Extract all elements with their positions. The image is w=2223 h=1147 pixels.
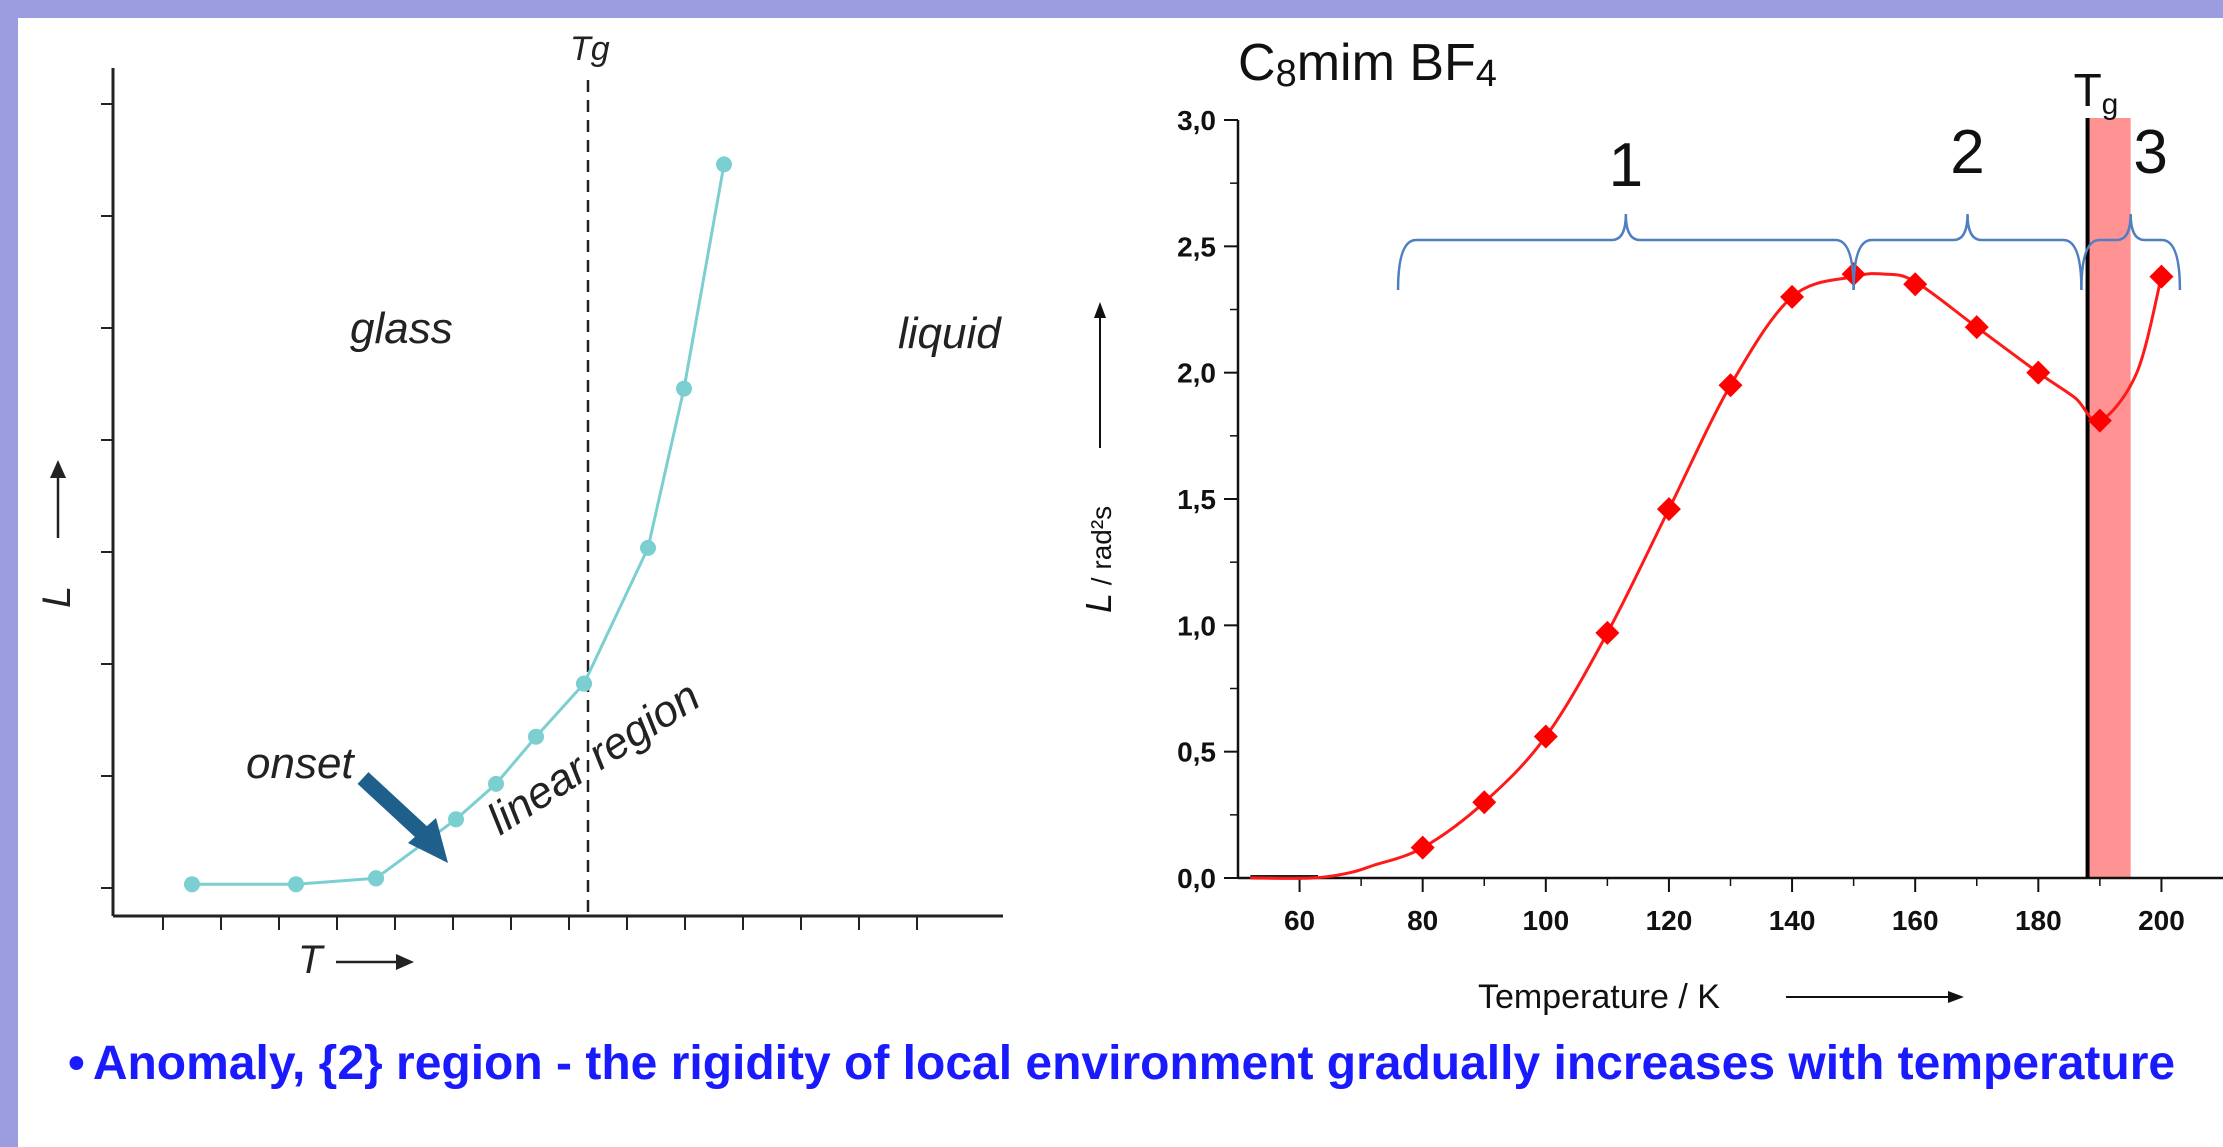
y-axis-label: L / rad²s [1078, 506, 1119, 613]
y-tick-label: 0,5 [1177, 737, 1216, 768]
left-chart-series [184, 156, 732, 893]
x-tick-label: 200 [2138, 905, 2185, 936]
y-axis-arrow [1094, 302, 1106, 448]
tg-label: Tg [2074, 64, 2119, 121]
data-point [1595, 620, 1620, 645]
data-point [2087, 408, 2112, 433]
x-axis-label: Temperature / K [1478, 978, 1720, 1016]
region-bracket-3 [2080, 213, 2182, 291]
x-axis-arrow [1786, 991, 1964, 1003]
x-tick-label: 140 [1769, 905, 1816, 936]
onset-arrow [357, 772, 448, 863]
data-point [1410, 835, 1435, 860]
caption: • Anomaly, {2} region - the rigidity of l… [68, 1033, 2218, 1095]
region-brackets: 1 2 3 [1396, 118, 2182, 291]
data-point [1964, 315, 1989, 340]
data-point [184, 876, 200, 893]
data-point [576, 675, 592, 692]
chart-title: C8mim BF4 [1238, 34, 1497, 95]
data-point [1472, 790, 1497, 815]
right-chart-axes: 60 80 100 120 140 160 180 200 0,0 0,5 1,0 1,5 2,0 2,5… [1177, 105, 2223, 936]
x-tick-label: 60 [1284, 905, 1315, 936]
data-point [528, 728, 544, 745]
slide: Tg T L glass liquid onset linear region … [18, 18, 2223, 1147]
data-point [2149, 264, 2174, 289]
data-point [1718, 373, 1743, 398]
x-tick-label: 100 [1522, 905, 1569, 936]
data-point [368, 870, 384, 887]
schematic-chart: Tg T L glass liquid onset linear region [35, 30, 1003, 982]
tg-label: Tg [570, 30, 610, 68]
x-tick-label: 180 [2015, 905, 2062, 936]
x-tick-label: 120 [1646, 905, 1693, 936]
data-point [448, 811, 464, 828]
x-axis-arrow [336, 954, 414, 970]
annotation-glass: glass [350, 304, 453, 353]
annotation-liquid: liquid [898, 309, 1002, 358]
y-tick-label: 1,0 [1177, 610, 1216, 641]
tg-band [2087, 118, 2131, 878]
y-tick-label: 3,0 [1177, 105, 1216, 136]
data-point [716, 156, 732, 173]
data-points [1410, 262, 2174, 860]
data-point [640, 539, 656, 556]
x-tick-label: 160 [1892, 905, 1939, 936]
lindemann-chart: C8mim BF4 60 80 100 120 140 160 180 200 0,0 0,5 1,… [1078, 34, 2223, 1016]
y-tick-label: 2,5 [1177, 231, 1216, 262]
caption-text: Anomaly, {2} region - the rigidity of lo… [92, 1037, 2176, 1090]
data-point [1903, 272, 1928, 297]
x-tick-label: 80 [1407, 905, 1438, 936]
fit-curve [1250, 272, 2163, 880]
caption-bullet: • [68, 1037, 85, 1090]
left-chart-axes [101, 68, 1003, 930]
y-axis-arrow [50, 460, 66, 538]
annotation-onset: onset [246, 739, 355, 788]
data-point [1780, 284, 1805, 309]
data-point [1656, 497, 1681, 522]
data-point [2026, 360, 2051, 385]
data-point [488, 775, 504, 792]
x-axis-label: T [298, 938, 325, 982]
region-bracket-2 [1852, 213, 2083, 291]
data-point [676, 380, 692, 397]
region-label-3: 3 [2133, 118, 2167, 187]
series-line-3 [582, 164, 726, 685]
data-point [288, 876, 304, 893]
region-label-1: 1 [1609, 131, 1643, 200]
y-tick-label: 1,5 [1177, 484, 1216, 515]
y-tick-label: 0,0 [1177, 863, 1216, 894]
data-point [1533, 724, 1558, 749]
region-bracket-1 [1396, 213, 1855, 291]
region-label-2: 2 [1950, 118, 1984, 187]
y-tick-label: 2,0 [1177, 358, 1216, 389]
y-axis-label: L [35, 586, 79, 608]
